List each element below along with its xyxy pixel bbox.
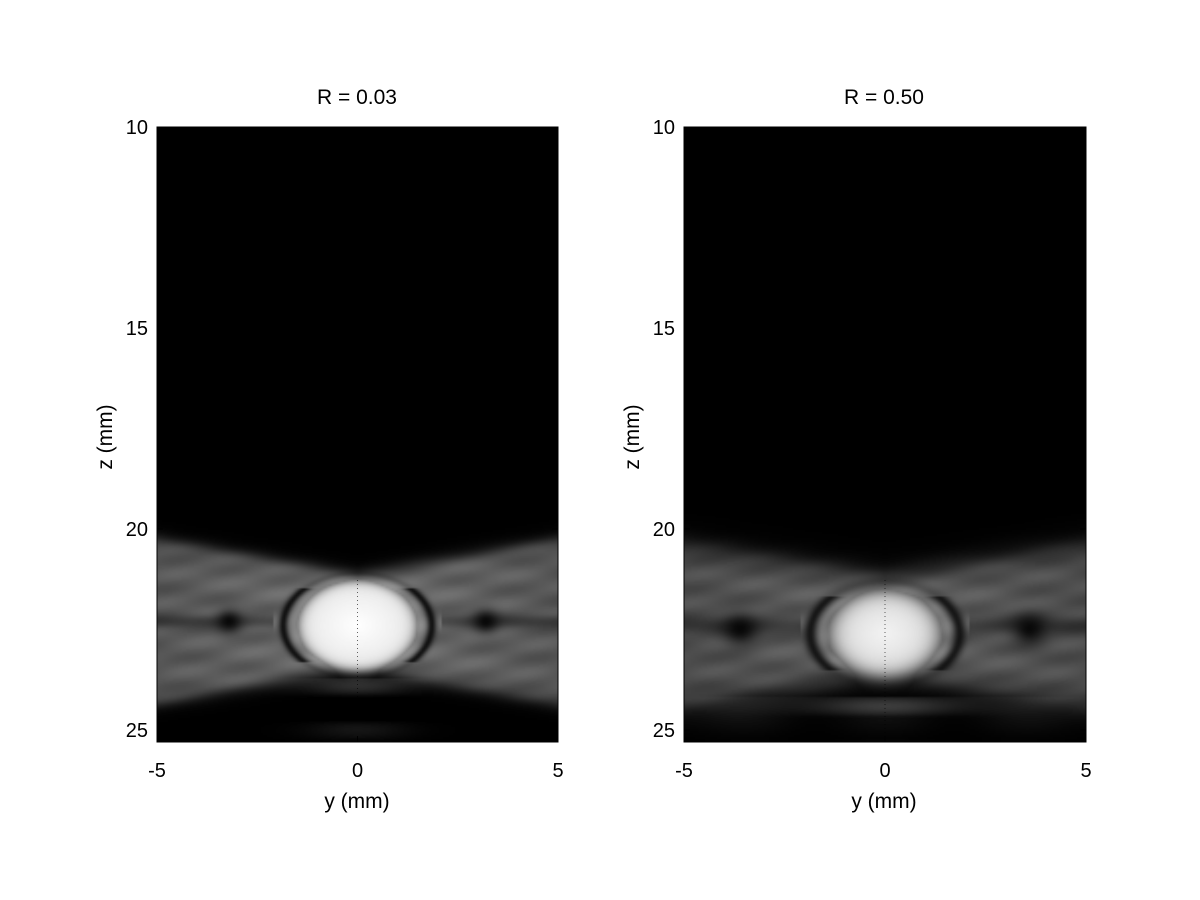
panel-right-xlabel: y (mm) [851,790,916,813]
panel-right: R = 0.50 -5 0 5 10 15 20 25 y (mm) z (mm… [621,86,1092,813]
panel-left-title: R = 0.03 [317,86,397,109]
panel-left-ytick-label: 20 [126,519,148,541]
panel-left-xtick-label: 5 [552,760,563,782]
panel-left-ylabel: z (mm) [94,404,117,469]
panel-left-heatmap-image [157,127,558,742]
panel-right-ytick-label: 25 [653,720,675,742]
panel-right-title: R = 0.50 [844,86,924,109]
panel-left-ytick-label: 25 [126,720,148,742]
panel-left-xlabel: y (mm) [324,790,389,813]
panel-right-ytick-label: 15 [653,318,675,340]
panel-right-ytick-label: 20 [653,519,675,541]
panel-right-ytick-label: 10 [653,117,675,139]
panel-right-xtick-label: 5 [1080,760,1091,782]
panel-right-ticks [683,126,1087,742]
panel-right-heatmap-image [684,127,1086,742]
panel-right-xtick-label: 0 [879,760,890,782]
panel-left-xtick-label: 0 [352,760,363,782]
panel-left: R = 0.03 -5 0 5 10 15 20 25 y (mm) z (mm… [94,86,564,813]
panel-right-ylabel: z (mm) [621,404,644,469]
panel-left-ticks [156,126,559,742]
panel-right-xtick-label: -5 [675,760,693,782]
panel-left-ytick-label: 10 [126,117,148,139]
panel-left-ytick-label: 15 [126,318,148,340]
panel-left-xtick-label: -5 [148,760,166,782]
